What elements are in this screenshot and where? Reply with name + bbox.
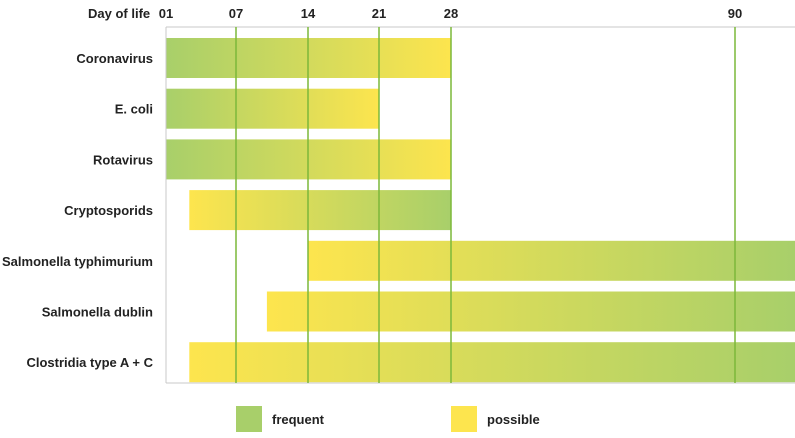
- legend-label: frequent: [272, 412, 325, 427]
- x-tick-label: 21: [372, 6, 386, 21]
- row-label: Rotavirus: [93, 152, 153, 167]
- row-label: Salmonella dublin: [42, 305, 153, 320]
- legend-swatch: [451, 406, 477, 432]
- x-tick-label: 90: [728, 6, 742, 21]
- bars-layer: [166, 38, 795, 383]
- plot-frame: [165, 26, 795, 384]
- row-label: Salmonella typhimurium: [2, 254, 153, 269]
- gridlines: [235, 27, 736, 383]
- range-bar: [166, 88, 379, 129]
- x-tick-label: 07: [229, 6, 243, 21]
- x-axis-label: Day of life: [88, 6, 150, 21]
- x-tick-label: 01: [159, 6, 173, 21]
- x-tick-label: 14: [301, 6, 316, 21]
- row-label: Cryptosporids: [64, 203, 153, 218]
- row-label: Clostridia type A + C: [26, 355, 153, 370]
- range-bar: [308, 240, 795, 281]
- legend-swatch: [236, 406, 262, 432]
- range-bar: [189, 342, 795, 383]
- x-tick-label: 28: [444, 6, 458, 21]
- legend-label: possible: [487, 412, 540, 427]
- range-bar: [189, 190, 452, 231]
- x-axis-ticks: Day of life 01 07 14 21 28 90: [88, 6, 742, 21]
- row-label: E. coli: [115, 102, 153, 117]
- row-label: Coronavirus: [76, 51, 153, 66]
- row-labels: Coronavirus E. coli Rotavirus Cryptosporids…: [2, 51, 154, 370]
- legend: frequent possible: [236, 406, 540, 432]
- range-bar: [266, 291, 795, 332]
